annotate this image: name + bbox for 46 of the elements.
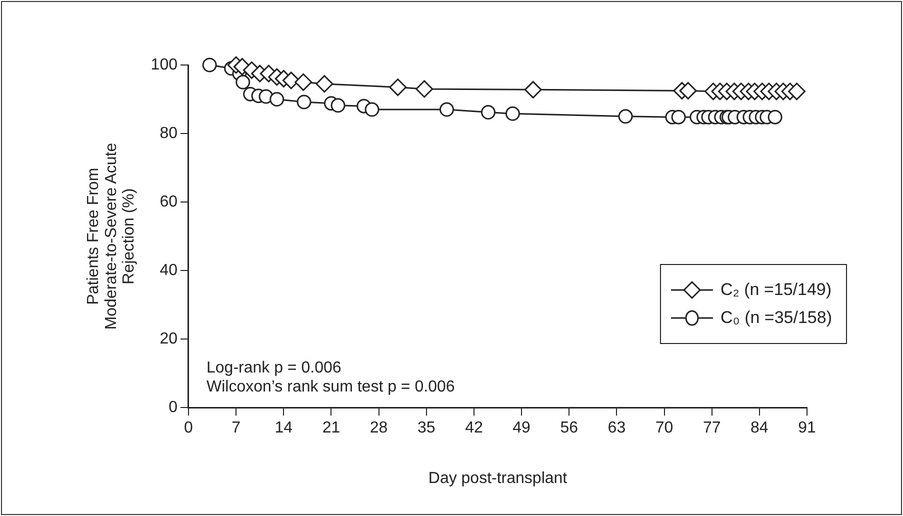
legend-label: C₀ (n =35/158): [720, 308, 832, 328]
point: [671, 110, 686, 124]
legend-label: C₂ (n =15/149): [720, 280, 832, 300]
x-tick-label: 77: [702, 420, 721, 437]
point: [416, 80, 434, 98]
point: [618, 109, 633, 124]
point: [270, 92, 284, 107]
x-tick-label: 56: [560, 420, 578, 437]
point: [480, 105, 496, 120]
point: [294, 73, 312, 91]
point: [202, 58, 217, 72]
point: [316, 75, 334, 93]
point: [282, 72, 300, 90]
point: [679, 82, 697, 100]
x-tick-label: 28: [370, 420, 388, 437]
y-tick-label: 0: [168, 399, 178, 416]
x-tick-label: 91: [798, 420, 816, 437]
point: [788, 82, 806, 100]
point: [296, 94, 312, 110]
point: [364, 102, 380, 117]
x-tick-label: 0: [184, 420, 194, 437]
y-tick-label: 80: [160, 124, 178, 142]
x-tick-label: 84: [750, 420, 768, 437]
point: [236, 74, 250, 90]
x-tick-label: 70: [655, 420, 674, 437]
annotation: Log-rank p = 0.006: [206, 360, 342, 377]
x-tick-label: 35: [417, 420, 436, 437]
x-tick-label: 49: [512, 420, 531, 437]
x-axis-title: Day post-transplant: [428, 470, 568, 487]
annotation: Wilcoxon’s rank sum test p = 0.006: [206, 378, 455, 396]
x-tick-label: 14: [274, 420, 293, 437]
x-tick-label: 7: [232, 420, 241, 437]
x-tick-label: 42: [465, 420, 483, 437]
y-tick-label: 20: [160, 330, 178, 348]
y-tick-label: 100: [150, 56, 178, 74]
y-tick-label: 60: [160, 193, 178, 210]
x-tick-label: 63: [608, 420, 626, 437]
x-tick-label: 21: [322, 420, 340, 437]
point: [524, 80, 542, 98]
y-tick-label: 40: [160, 262, 178, 279]
point: [505, 106, 520, 121]
point: [440, 102, 454, 117]
point: [768, 110, 782, 124]
point: [330, 98, 346, 113]
y-axis-title: Patients Free From Moderate-to-Severe Acute Rejection (%): [85, 142, 138, 330]
point: [389, 78, 407, 96]
